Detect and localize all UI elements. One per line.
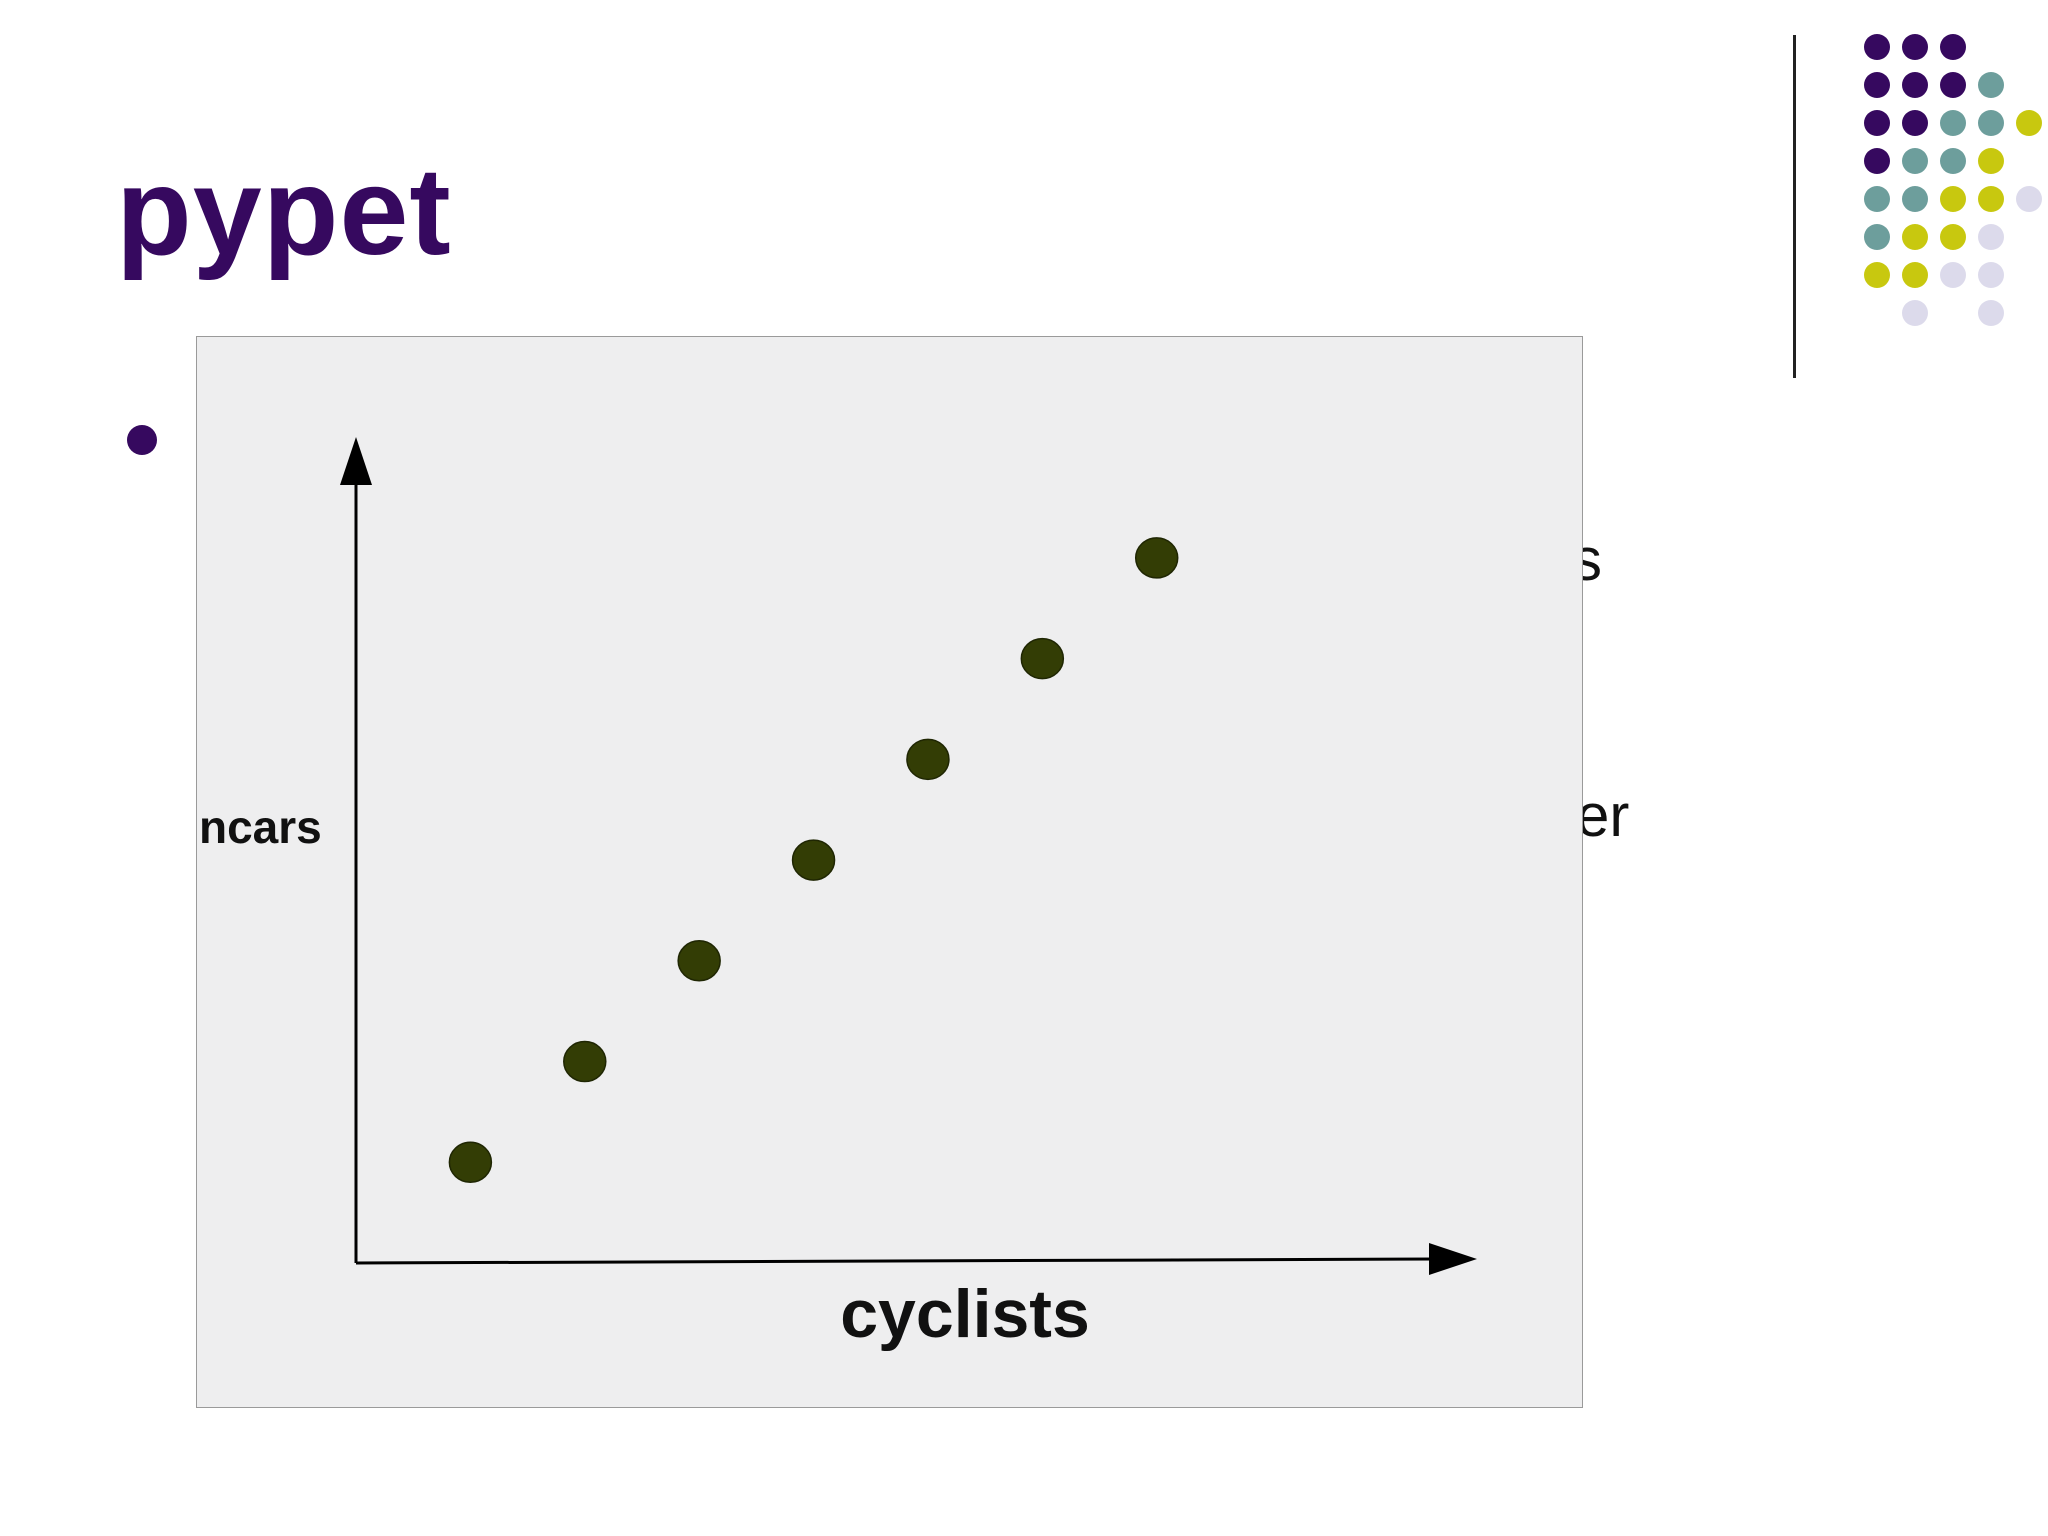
decorative-dot <box>1864 262 1890 288</box>
decorative-dot <box>1940 34 1966 60</box>
y-axis-label: ncars <box>199 801 322 853</box>
decorative-dot <box>1940 72 1966 98</box>
decorative-dot <box>1940 110 1966 136</box>
data-point <box>906 738 950 781</box>
scatter-chart: ncars cyclists <box>199 437 1477 1352</box>
decorative-dot <box>2016 110 2042 136</box>
data-point <box>677 940 721 982</box>
data-point <box>563 1040 607 1083</box>
decorative-divider-line <box>1793 35 1796 378</box>
decorative-dot <box>1978 72 2004 98</box>
y-axis-arrowhead <box>340 437 372 485</box>
decorative-dot <box>1864 110 1890 136</box>
decorative-dot <box>1864 34 1890 60</box>
scatter-points <box>448 537 1179 1184</box>
decorative-dot <box>1978 110 2004 136</box>
x-axis-line <box>355 1257 1438 1265</box>
bullet-text-fragment: er <box>1576 782 1630 849</box>
decorative-dot <box>1978 262 2004 288</box>
data-point <box>1020 637 1065 680</box>
decorative-dot <box>1902 148 1928 174</box>
decorative-dot <box>1902 110 1928 136</box>
x-axis-arrowhead <box>1429 1243 1477 1275</box>
decorative-dot <box>1940 148 1966 174</box>
decorative-dot <box>1864 148 1890 174</box>
decorative-dot <box>2016 186 2042 212</box>
chart-panel: ncars cyclists <box>196 336 1583 1408</box>
decorative-dot <box>1902 300 1928 326</box>
bullet-text-fragment: s <box>1572 526 1602 593</box>
decorative-dot <box>1940 262 1966 288</box>
decorative-dot <box>1902 34 1928 60</box>
decorative-dot <box>1902 262 1928 288</box>
decorative-dot <box>1902 224 1928 250</box>
data-point <box>448 1141 493 1184</box>
data-point <box>1134 537 1179 579</box>
decorative-dot <box>1940 186 1966 212</box>
decorative-dot <box>1864 186 1890 212</box>
data-point <box>791 839 836 881</box>
decorative-dot <box>1940 224 1966 250</box>
decorative-dot <box>1902 186 1928 212</box>
decorative-dot <box>1864 224 1890 250</box>
x-axis-label: cyclists <box>840 1276 1090 1352</box>
decorative-dot <box>1978 300 2004 326</box>
decorative-dot <box>1978 148 2004 174</box>
decorative-dot <box>1978 224 2004 250</box>
decorative-dot <box>1864 72 1890 98</box>
decorative-dot <box>1978 186 2004 212</box>
decorative-dot <box>1902 72 1928 98</box>
bullet-point-icon <box>127 425 157 455</box>
slide-title: pypet <box>116 143 452 281</box>
